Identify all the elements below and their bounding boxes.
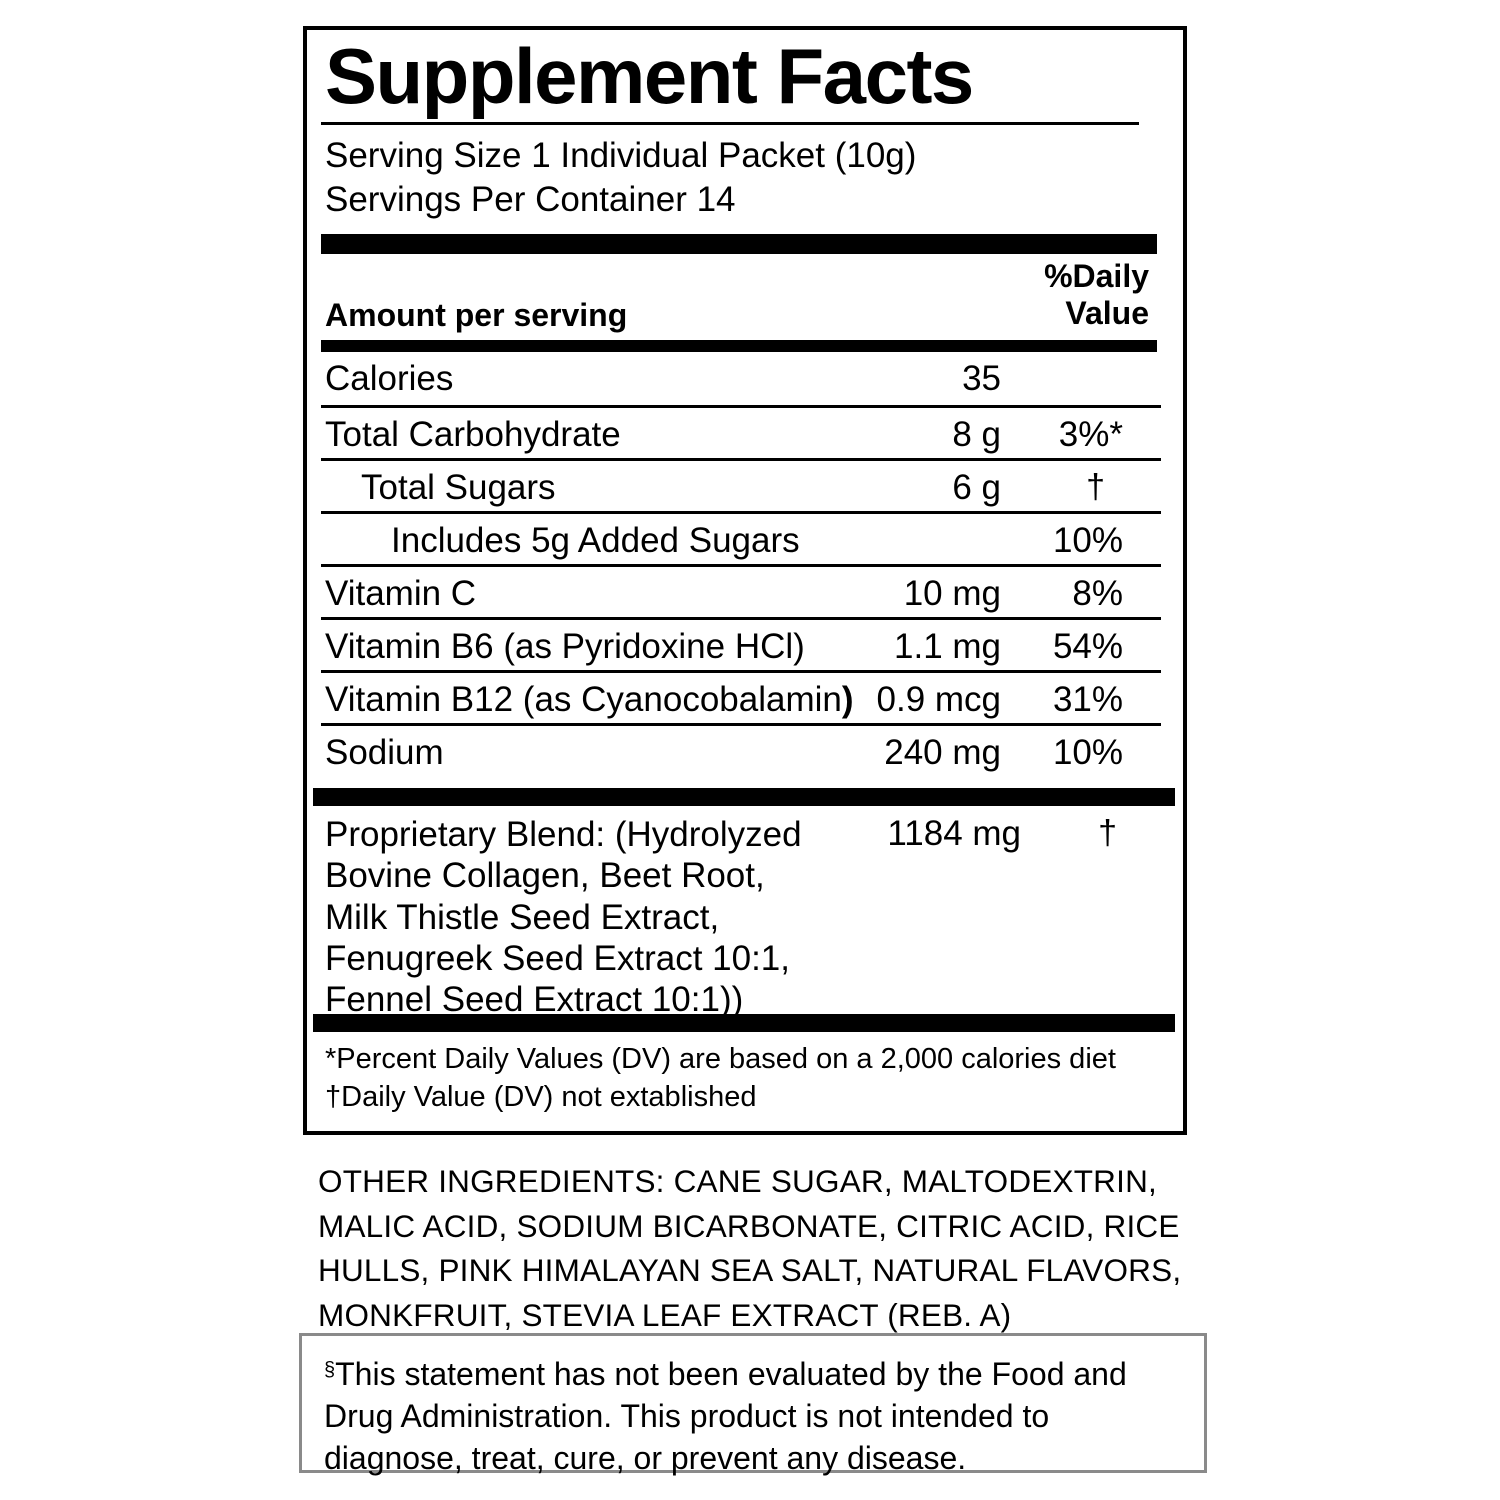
footnote-dagger: †Daily Value (DV) not extablished	[325, 1080, 757, 1113]
footnotes: *Percent Daily Values (DV) are based on …	[321, 1032, 1173, 1116]
daily-value-header-line2: Value	[1065, 295, 1149, 332]
nutrient-dv: 10%	[1052, 732, 1123, 772]
supplement-facts-inner: Supplement Facts Serving Size 1 Individu…	[313, 30, 1175, 1131]
proprietary-blend-row: Proprietary Blend: (Hydrolyzed Bovine Co…	[321, 806, 1173, 1019]
table-row: Vitamin B6 (as Pyridoxine HCl) 1.1 mg 54…	[321, 616, 1161, 670]
column-header-bar	[321, 339, 1157, 352]
blend-name: Proprietary Blend: (Hydrolyzed Bovine Co…	[325, 814, 802, 1020]
disclaimer-marker: §	[324, 1359, 336, 1381]
nutrient-amount: 8 g	[952, 414, 1001, 454]
serving-size: Serving Size 1 Individual Packet (10g)	[325, 136, 917, 176]
nutrient-name: Vitamin B12 (as Cyanocobalamin)	[325, 679, 854, 719]
table-row: Total Carbohydrate 8 g 3%*	[321, 404, 1161, 458]
nutrient-name: Vitamin C	[325, 573, 477, 613]
amount-per-serving-header: Amount per serving	[325, 296, 628, 333]
title-rule	[321, 122, 1139, 126]
nutrient-amount: 240 mg	[884, 732, 1001, 772]
nutrient-dv: 10%	[1052, 520, 1123, 560]
nutrient-amount: 6 g	[952, 467, 1001, 507]
blend-top-bar	[313, 787, 1175, 806]
fda-disclaimer-box: §This statement has not been evaluated b…	[299, 1333, 1207, 1476]
nutrient-dv: 54%	[1052, 626, 1123, 666]
footnote-percent-daily-value: *Percent Daily Values (DV) are based on …	[325, 1042, 1116, 1075]
header-thick-bar	[321, 233, 1157, 254]
daily-value-header: %Daily Value	[1044, 258, 1149, 332]
serving-info: Serving Size 1 Individual Packet (10g) S…	[321, 125, 1173, 222]
table-row: Sodium 240 mg 10%	[321, 722, 1161, 776]
nutrient-dv: †	[1086, 467, 1105, 506]
nutrient-dv: 8%	[1072, 573, 1123, 613]
daily-value-header-line1: %Daily	[1044, 257, 1149, 294]
nutrient-dv: 31%	[1052, 679, 1123, 719]
blend-dv: †	[1098, 813, 1117, 852]
table-row: Vitamin B12 (as Cyanocobalamin) 0.9 mcg …	[321, 669, 1161, 723]
nutrient-name: Includes 5g Added Sugars	[391, 520, 800, 560]
closing-paren: )	[841, 679, 854, 719]
nutrient-name: Vitamin B6 (as Pyridoxine HCl)	[325, 626, 805, 666]
footnotes-top-bar	[313, 1013, 1175, 1032]
nutrient-amount: 0.9 mcg	[876, 679, 1002, 719]
nutrient-name: Total Carbohydrate	[325, 414, 621, 454]
nutrient-dv: 3%*	[1058, 414, 1123, 454]
table-row: Vitamin C 10 mg 8%	[321, 563, 1161, 617]
page-title: Supplement Facts	[325, 32, 974, 120]
fda-disclaimer-text: §This statement has not been evaluated b…	[302, 1336, 1204, 1480]
table-row: Total Sugars 6 g †	[321, 457, 1161, 511]
supplement-facts-panel: Supplement Facts Serving Size 1 Individu…	[303, 26, 1187, 1135]
servings-per-container: Servings Per Container 14	[325, 180, 736, 220]
nutrient-name: Sodium	[325, 732, 444, 772]
table-row: Calories 35	[321, 352, 1161, 405]
nutrient-amount: 1.1 mg	[894, 626, 1001, 666]
nutrient-name: Total Sugars	[361, 467, 556, 507]
table-row: Includes 5g Added Sugars 10%	[321, 510, 1161, 564]
other-ingredients: OTHER INGREDIENTS: CANE SUGAR, MALTODEXT…	[318, 1163, 1182, 1334]
disclaimer-body: This statement has not been evaluated by…	[324, 1356, 1127, 1477]
blend-amount: 1184 mg	[887, 813, 1021, 853]
column-header: Amount per serving %Daily Value	[321, 254, 1173, 340]
nutrient-name: Calories	[325, 358, 454, 398]
nutrient-amount: 35	[962, 358, 1001, 398]
nutrient-amount: 10 mg	[903, 573, 1001, 613]
nutrient-table: Calories 35 Total Carbohydrate 8 g 3%* T…	[321, 352, 1161, 776]
